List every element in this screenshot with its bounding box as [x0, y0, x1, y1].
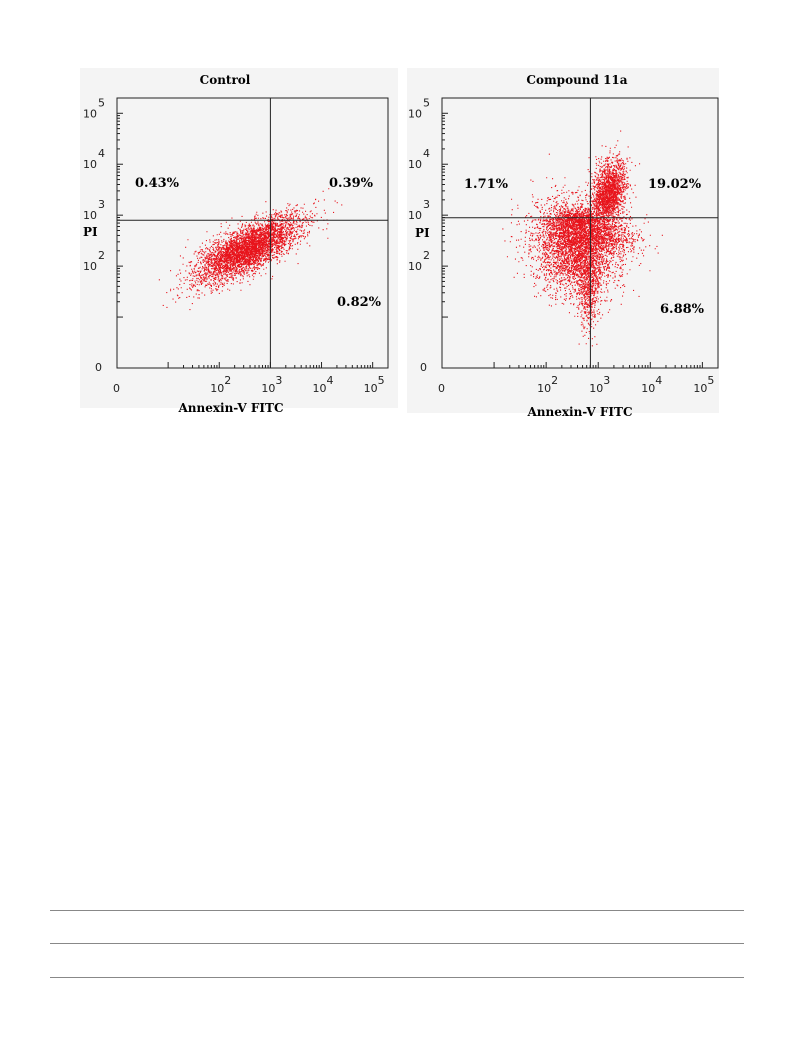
- y-tick-exponent: 5: [98, 96, 105, 109]
- panel-title: Control: [200, 73, 251, 87]
- y-tick-label: 103: [408, 198, 430, 222]
- y-tick-exponent: 4: [423, 147, 430, 160]
- x-tick-base: 10: [641, 382, 655, 395]
- event-dots: [158, 188, 343, 311]
- y-tick-label: 103: [83, 198, 105, 222]
- y-tick-base: 0: [420, 361, 427, 374]
- x-tick-label: 105: [364, 374, 385, 395]
- x-tick-exponent: 2: [224, 374, 231, 387]
- x-axis-label: Annexin-V FITC: [177, 401, 283, 415]
- x-tick-base: 10: [589, 382, 603, 395]
- x-tick-base: 10: [693, 382, 707, 395]
- plot-frame: [441, 97, 719, 369]
- x-tick-label: 102: [537, 374, 558, 395]
- y-tick-exponent: 3: [98, 198, 105, 211]
- x-tick-exponent: 4: [327, 374, 334, 387]
- quadrant-upper-right-percent: 19.02%: [648, 177, 702, 192]
- event-dots: [502, 130, 663, 347]
- x-tick-label: 0: [113, 382, 120, 395]
- x-tick-label: 104: [641, 374, 662, 395]
- y-tick-base: 10: [83, 260, 97, 273]
- table-rule-middle: [50, 943, 744, 944]
- y-tick-base: 10: [408, 260, 422, 273]
- x-tick-label: 0: [438, 382, 445, 395]
- x-tick-label: 103: [589, 374, 610, 395]
- table-rule-bottom: [50, 977, 744, 978]
- quadrant-lower-right-percent: 6.88%: [660, 302, 705, 317]
- y-tick-exponent: 2: [98, 249, 105, 262]
- panel-title: Compound 11a: [526, 73, 627, 87]
- y-tick-base: 10: [408, 107, 422, 120]
- x-tick-exponent: 4: [655, 374, 662, 387]
- y-tick-base: 10: [83, 107, 97, 120]
- x-tick-base: 10: [313, 382, 327, 395]
- y-tick-label: 102: [408, 249, 430, 273]
- x-tick-exponent: 2: [551, 374, 558, 387]
- quadrant-upper-left-percent: 0.43%: [135, 176, 180, 191]
- y-tick-base: 10: [408, 158, 422, 171]
- y-tick-label: 104: [83, 147, 105, 171]
- x-tick-label: 103: [261, 374, 282, 395]
- y-axis-minor-ticks: [117, 112, 123, 318]
- x-axis-minor-ticks: [493, 362, 703, 368]
- y-tick-base: 10: [83, 158, 97, 171]
- x-tick-label: 104: [313, 374, 334, 395]
- panel-control-background: [80, 68, 398, 408]
- x-tick-base: 10: [537, 382, 551, 395]
- x-tick-base: 0: [113, 382, 120, 395]
- quadrant-upper-left-percent: 1.71%: [464, 177, 509, 192]
- x-tick-base: 10: [364, 382, 378, 395]
- x-tick-label: 105: [693, 374, 714, 395]
- y-axis-label: PI: [415, 226, 430, 240]
- y-tick-exponent: 4: [98, 147, 105, 160]
- x-tick-base: 10: [210, 382, 224, 395]
- scatter-points: [158, 188, 343, 311]
- x-tick-base: 0: [438, 382, 445, 395]
- y-tick-label: 104: [408, 147, 430, 171]
- x-axis-label: Annexin-V FITC: [526, 405, 632, 419]
- x-tick-exponent: 3: [603, 374, 610, 387]
- y-tick-label: 0: [95, 361, 102, 374]
- quadrant-upper-right-percent: 0.39%: [329, 176, 374, 191]
- scatter-points: [502, 130, 663, 347]
- y-tick-label: 102: [83, 249, 105, 273]
- x-tick-exponent: 3: [275, 374, 282, 387]
- x-tick-exponent: 5: [378, 374, 385, 387]
- y-tick-label: 0: [420, 361, 427, 374]
- x-tick-label: 102: [210, 374, 231, 395]
- quadrant-lower-right-percent: 0.82%: [337, 295, 382, 310]
- x-tick-exponent: 5: [707, 374, 714, 387]
- y-tick-exponent: 3: [423, 198, 430, 211]
- y-tick-base: 0: [95, 361, 102, 374]
- y-tick-base: 10: [83, 209, 97, 222]
- table-rule-top: [50, 910, 744, 911]
- y-tick-base: 10: [408, 209, 422, 222]
- y-tick-exponent: 2: [423, 249, 430, 262]
- x-axis-minor-ticks: [167, 362, 374, 368]
- y-axis-label: PI: [83, 225, 98, 239]
- y-tick-exponent: 5: [423, 96, 430, 109]
- y-axis-minor-ticks: [442, 112, 448, 318]
- y-tick-label: 105: [408, 96, 430, 120]
- x-tick-base: 10: [261, 382, 275, 395]
- y-tick-label: 105: [83, 96, 105, 120]
- plot-frame: [116, 97, 389, 369]
